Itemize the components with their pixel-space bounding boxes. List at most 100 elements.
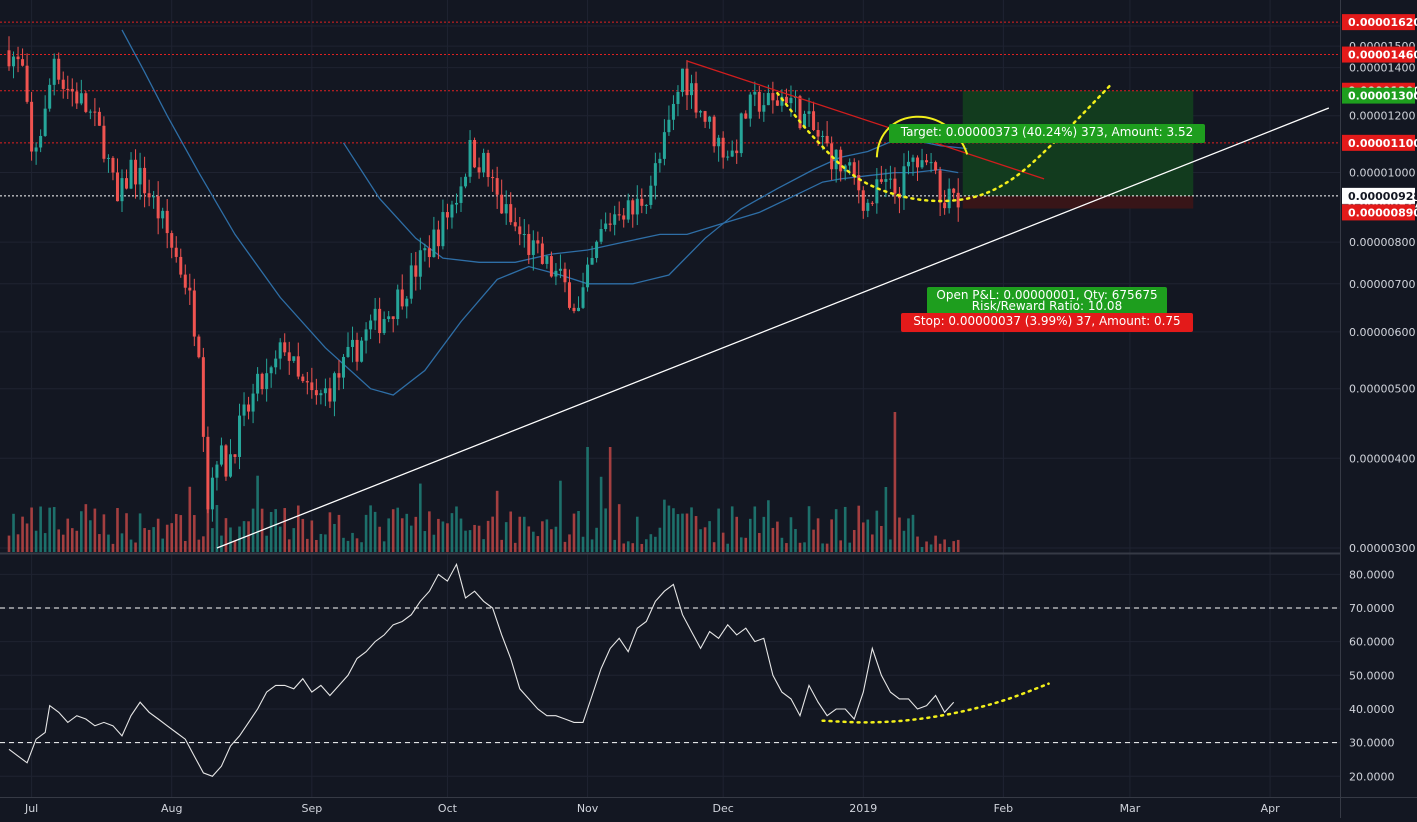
candle-49 [228,439,232,478]
candle-11 [57,52,61,85]
volume-bar-15 [75,530,79,552]
current-price-tag[interactable]: 0.00000928 [1342,187,1417,204]
volume-bar-191 [871,534,874,552]
volume-bar-37 [174,513,178,552]
candle-3 [21,48,25,67]
volume-bar-87 [400,518,404,552]
volume-bar-210 [956,539,960,552]
price-tag-red[interactable]: 0.00000890 [1342,204,1417,221]
candle-38 [179,248,183,278]
volume-bar-135 [617,504,621,552]
rsi-tick-5: 30.0000 [1349,737,1395,750]
rsi-yellow-dotted-curve[interactable] [821,682,1050,724]
volume-bar-46 [215,505,219,552]
position-labels[interactable]: Target: 0.00000373 (40.24%) 373, Amount:… [889,124,1205,332]
candle-160 [730,140,734,158]
candle-175 [798,94,802,130]
trendline-white[interactable] [216,107,1330,549]
volume-bar-199 [907,518,910,552]
open-pnl-label[interactable]: Open P&L: 0.00000001, Qty: 675675Risk/Re… [927,287,1167,314]
volume-bar-203 [925,541,928,552]
volume-bar-50 [233,540,237,552]
candle-72 [332,371,336,417]
candle-147 [671,95,675,131]
level-tag-3[interactable]: 0.00001100 [1342,134,1417,151]
volume-bar-97 [446,523,449,552]
candle-70 [323,378,327,407]
level-tag-0-text: 0.00001620 [1348,16,1417,29]
level-tag-0[interactable]: 0.00001620 [1342,14,1417,31]
candle-39 [183,264,187,295]
level-tag-1[interactable]: 0.00001460 [1342,46,1417,63]
candle-154 [703,110,707,129]
candle-41 [192,278,196,347]
volume-bar-98 [450,513,454,552]
volume-bar-116 [532,531,535,552]
volume-bar-165 [753,506,757,552]
time-axis[interactable]: Jul Aug Sep Oct Nov Dec 2019 Feb Mar Apr [24,802,1280,815]
volume-bar-94 [432,534,436,552]
volume-bar-174 [794,529,797,552]
volume-bar-168 [767,500,770,552]
volume-bar-120 [550,529,553,552]
yellow-dotted-curve[interactable] [776,82,1114,203]
candle-40 [188,273,192,305]
candle-59 [274,350,278,375]
volume-bar-145 [663,499,666,552]
candle-161 [735,139,739,164]
stop-zone[interactable] [962,195,1194,209]
volume-bar-196 [893,412,897,552]
price-axis[interactable]: 0.000016000.000015000.000014000.00001200… [1341,0,1417,797]
time-label-mar: Mar [1120,802,1141,815]
price-tick-3: 0.00001200 [1349,110,1415,123]
volume-bar-8 [43,533,47,552]
candle-99 [454,193,458,214]
volume-bar-31 [147,529,151,552]
candle-134 [613,205,617,236]
candle-89 [409,252,413,304]
volume-bar-75 [346,540,350,552]
volume-bar-29 [138,513,142,552]
time-label-sep: Sep [301,802,322,815]
candle-128 [586,257,590,292]
candle-109 [500,179,504,214]
candle-26 [125,169,129,190]
price-tick-2: 0.00001400 [1349,62,1415,75]
candle-103 [473,137,477,169]
volume-bar-42 [197,539,201,552]
candle-66 [305,371,309,395]
volume-bar-205 [934,535,937,552]
trendlines[interactable] [216,60,1330,549]
candle-162 [739,112,743,157]
current-price-tag-text: 0.00000928 [1348,190,1417,203]
volume-bar-141 [645,539,648,552]
candle-164 [748,92,752,127]
volume-bar-10 [52,507,56,552]
candle-132 [604,212,608,232]
trendline-red[interactable] [686,60,1045,180]
rsi-tick-4: 40.0000 [1349,703,1395,716]
volume-bar-112 [513,542,517,552]
volume-bar-19 [93,508,97,552]
candle-192 [875,168,879,214]
candle-10 [52,53,56,96]
volume-bar-52 [242,521,246,552]
price-tag-green[interactable]: 0.00001300 [1342,87,1417,104]
candle-21 [102,116,106,163]
candle-191 [870,201,874,207]
candle-188 [857,160,861,204]
candle-61 [283,333,287,356]
target-label[interactable]: Target: 0.00000373 (40.24%) 373, Amount:… [889,124,1205,143]
candle-64 [296,342,300,380]
stop-label[interactable]: Stop: 0.00000037 (3.99%) 37, Amount: 0.7… [901,313,1193,332]
candle-62 [287,341,291,375]
candle-135 [617,201,621,221]
candle-141 [644,204,648,214]
candle-22 [106,154,110,173]
volume-bar-43 [202,536,205,552]
candle-130 [595,240,599,263]
volume-bar-160 [730,506,734,552]
volume-bar-166 [758,532,761,552]
